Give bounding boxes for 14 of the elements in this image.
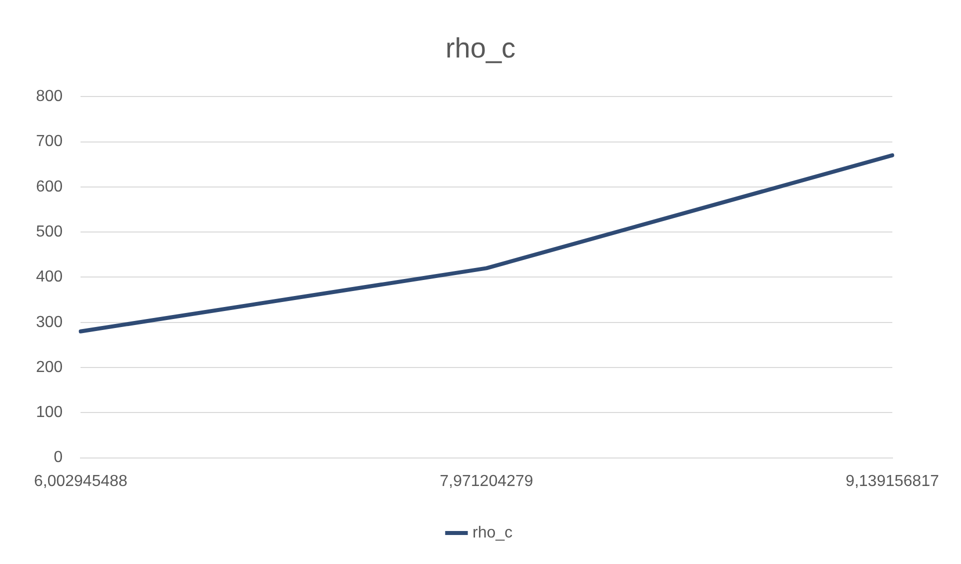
legend-label: rho_c bbox=[472, 524, 513, 542]
y-tick-label: 800 bbox=[36, 88, 63, 106]
y-tick-label: 700 bbox=[36, 133, 63, 150]
y-tick-label: 500 bbox=[36, 223, 63, 240]
y-tick-label: 0 bbox=[54, 449, 63, 466]
y-tick-label: 600 bbox=[36, 178, 63, 196]
x-tick-label: 6,002945488 bbox=[34, 472, 128, 490]
y-tick-label: 100 bbox=[36, 404, 63, 422]
y-tick-label: 400 bbox=[36, 268, 63, 286]
x-tick-label: 9,139156817 bbox=[846, 472, 940, 490]
y-tick-label: 200 bbox=[36, 358, 63, 376]
chart-title: rho_c bbox=[445, 32, 516, 64]
x-tick-label: 7,971204279 bbox=[440, 472, 534, 490]
y-tick-label: 300 bbox=[36, 314, 63, 331]
